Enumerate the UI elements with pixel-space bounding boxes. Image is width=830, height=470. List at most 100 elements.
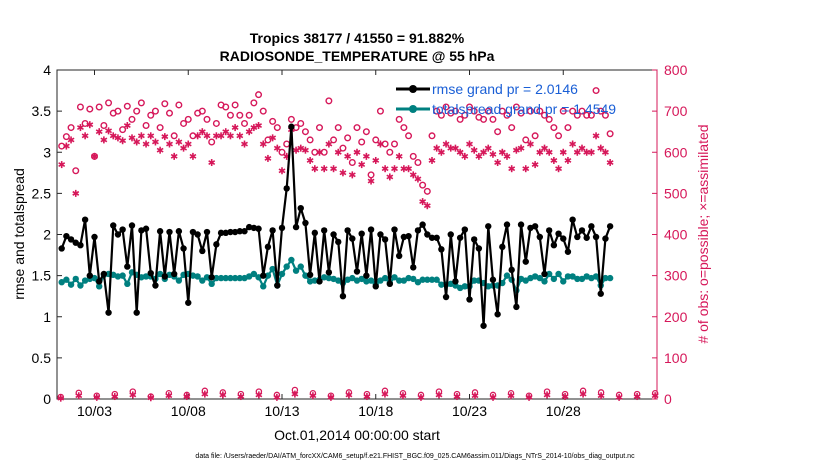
rmse-point — [124, 263, 131, 270]
assimilated-point — [198, 128, 206, 136]
assimilated-core — [88, 123, 92, 127]
assimilated-point — [306, 156, 314, 164]
rmse-point — [597, 290, 604, 297]
assimilated-core — [416, 177, 420, 181]
assimilated-point — [105, 127, 113, 135]
totalspread-point — [194, 273, 201, 280]
rmse-point — [405, 232, 412, 240]
rmse-point — [236, 228, 244, 235]
assimilated-core — [196, 134, 200, 138]
totalspread-point — [63, 276, 70, 283]
x-tick-label: 10/08 — [171, 403, 206, 419]
assimilated-core — [355, 150, 359, 154]
assimilated-point — [597, 392, 605, 400]
possible-point — [330, 136, 338, 144]
possible-point — [381, 140, 389, 148]
assimilated-point — [255, 391, 263, 399]
assimilated-point — [522, 165, 530, 173]
assimilated-point — [475, 152, 483, 160]
possible-point — [180, 119, 188, 127]
possible-point — [287, 115, 295, 123]
rmse-point — [391, 226, 398, 233]
totalspread-point — [560, 278, 567, 285]
assimilated-core — [369, 179, 373, 183]
assimilated-core — [102, 138, 106, 142]
assimilated-core — [238, 134, 242, 138]
assimilated-point — [111, 393, 119, 401]
assimilated-point — [453, 393, 461, 401]
assimilated-point — [517, 144, 525, 152]
possible-point — [222, 103, 230, 111]
assimilated-point — [217, 132, 225, 140]
left-tick-label: 3 — [43, 144, 51, 160]
assimilated-core — [336, 150, 340, 154]
assimilated-point — [442, 140, 450, 148]
assimilated-point — [433, 144, 441, 152]
assimilated-point — [175, 138, 183, 146]
totalspread-point — [77, 282, 84, 289]
possible-point — [573, 111, 581, 119]
assimilated-core — [322, 167, 326, 171]
totalspread-point — [91, 274, 98, 282]
possible-point — [423, 187, 431, 195]
rmse-point — [320, 227, 328, 234]
possible-point — [583, 111, 591, 119]
assimilated-core — [97, 130, 101, 134]
possible-point — [142, 122, 150, 130]
assimilated-point — [316, 148, 323, 156]
assimilated-point — [451, 144, 459, 152]
rmse-point — [480, 322, 487, 329]
possible-point — [592, 87, 600, 95]
rmse-point — [180, 245, 187, 252]
assimilated-point — [419, 198, 427, 206]
assimilated-core — [383, 392, 387, 396]
assimilated-point — [395, 152, 403, 160]
assimilated-core — [552, 158, 556, 163]
totalspread-point — [461, 283, 469, 290]
rmse-point — [335, 238, 342, 246]
rmse-point — [452, 278, 459, 285]
possible-point — [76, 103, 84, 111]
possible-point — [484, 107, 492, 115]
totalspread-point — [419, 276, 426, 283]
assimilated-core — [473, 394, 477, 398]
assimilated-core — [59, 396, 63, 400]
rmse-point — [255, 225, 262, 232]
assimilated-point — [423, 202, 431, 210]
possible-point — [517, 109, 525, 117]
rmse-point — [67, 236, 75, 243]
possible-point — [498, 107, 506, 115]
assimilated-point — [559, 148, 567, 156]
assimilated-point — [93, 393, 101, 401]
rmse-point — [217, 229, 225, 237]
rmse-point — [142, 225, 150, 232]
totalspread-point — [227, 274, 234, 282]
assimilated-point — [259, 140, 267, 148]
assimilated-point — [381, 390, 389, 398]
possible-point — [325, 97, 333, 105]
assimilated-core — [599, 394, 603, 398]
assimilated-point — [201, 390, 209, 398]
legend: rmse grand pr = 2.0146 totalspread grand… — [396, 81, 616, 117]
rmse-point — [227, 228, 234, 236]
rmse-point — [58, 245, 65, 252]
assimilated-point — [409, 171, 417, 179]
assimilated-point — [156, 146, 164, 154]
assimilated-core — [481, 150, 486, 154]
assimilated-point — [579, 390, 587, 398]
assimilated-core — [219, 134, 223, 138]
rmse-point — [203, 228, 211, 236]
possible-point — [240, 119, 248, 127]
assimilated-core — [458, 150, 462, 154]
totalspread-point — [278, 270, 286, 278]
totalspread-point — [574, 275, 581, 283]
possible-point — [494, 128, 502, 136]
assimilated-core — [575, 150, 579, 154]
rmse-point — [95, 278, 103, 285]
totalspread-point — [349, 274, 356, 282]
assimilated-core — [374, 158, 378, 163]
assimilated-point — [241, 140, 248, 148]
rmse-point — [147, 269, 154, 277]
rmse-point — [241, 228, 248, 235]
possible-point — [203, 115, 211, 123]
